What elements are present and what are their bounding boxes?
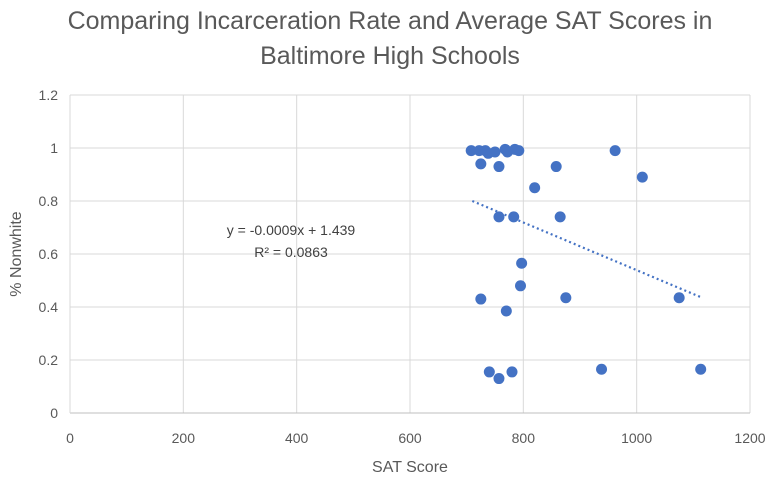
data-point [493,373,505,385]
data-point [596,363,608,375]
trendline-equation: y = -0.0009x + 1.439 [227,222,356,238]
x-tick-label: 0 [66,430,74,446]
x-tick-label: 1000 [621,430,652,446]
data-point [550,161,562,173]
data-point [475,158,487,170]
data-point [609,145,621,157]
trendline-r-squared: R² = 0.0863 [254,244,328,260]
y-tick-label: 0 [50,405,58,421]
x-tick-label: 800 [512,430,536,446]
data-point [554,211,566,223]
data-point [483,366,495,378]
x-tick-label: 1200 [734,430,765,446]
y-tick-label: 1.2 [39,87,59,103]
y-tick-label: 0.2 [39,352,59,368]
y-tick-label: 0.4 [39,299,59,315]
data-point [493,161,505,173]
chart-title-line-1: Comparing Incarceration Rate and Average… [67,7,713,35]
data-point [493,211,505,223]
data-point [636,171,648,183]
gridlines [70,94,751,413]
data-point [513,145,525,157]
data-point [475,293,487,305]
tick-labels: 0 0.2 0.4 0.6 0.8 1 1.2 0 200 400 600 800 1000 1200 [39,87,766,446]
y-axis-title: % Nonwhite [8,211,25,296]
x-tick-label: 200 [172,430,196,446]
chart-title: Comparing Incarceration Rate and Average… [0,4,780,74]
data-point [529,182,541,194]
trendline [471,199,702,299]
data-point [515,280,526,292]
x-tick-label: 400 [285,430,309,446]
y-tick-label: 0.6 [39,246,59,262]
data-point [489,146,501,158]
data-point [695,363,707,375]
axes [69,95,750,414]
data-point [465,145,477,157]
data-points [465,143,707,385]
trendline-group [471,199,702,299]
x-axis-title: SAT Score [372,459,448,476]
data-point [508,211,520,223]
x-tick-label: 600 [398,430,422,446]
data-point [673,292,685,304]
data-point [516,257,528,269]
data-point [560,292,572,304]
y-tick-label: 0.8 [39,193,59,209]
data-point [506,366,518,378]
y-tick-label: 1 [50,140,58,156]
data-point [500,305,512,317]
chart-title-line-2: Baltimore High Schools [260,42,520,70]
